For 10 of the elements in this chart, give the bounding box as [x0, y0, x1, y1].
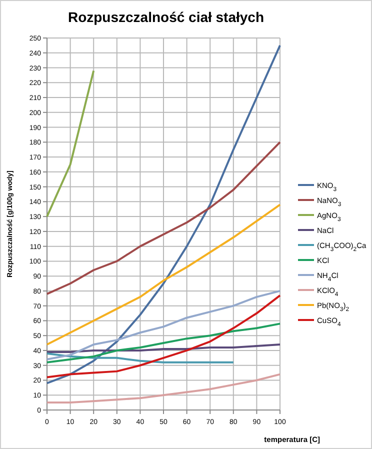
line-series: [46, 373, 281, 404]
line-series: [46, 294, 281, 378]
line-series: [46, 44, 281, 384]
line-series: [46, 344, 281, 353]
line-series: [46, 290, 281, 360]
line-series: [46, 204, 281, 346]
line-series: [46, 352, 234, 364]
line-series: [46, 322, 281, 364]
line-series: [46, 141, 281, 295]
chart-title: Rozpuszczalność ciał stałych: [68, 9, 264, 25]
